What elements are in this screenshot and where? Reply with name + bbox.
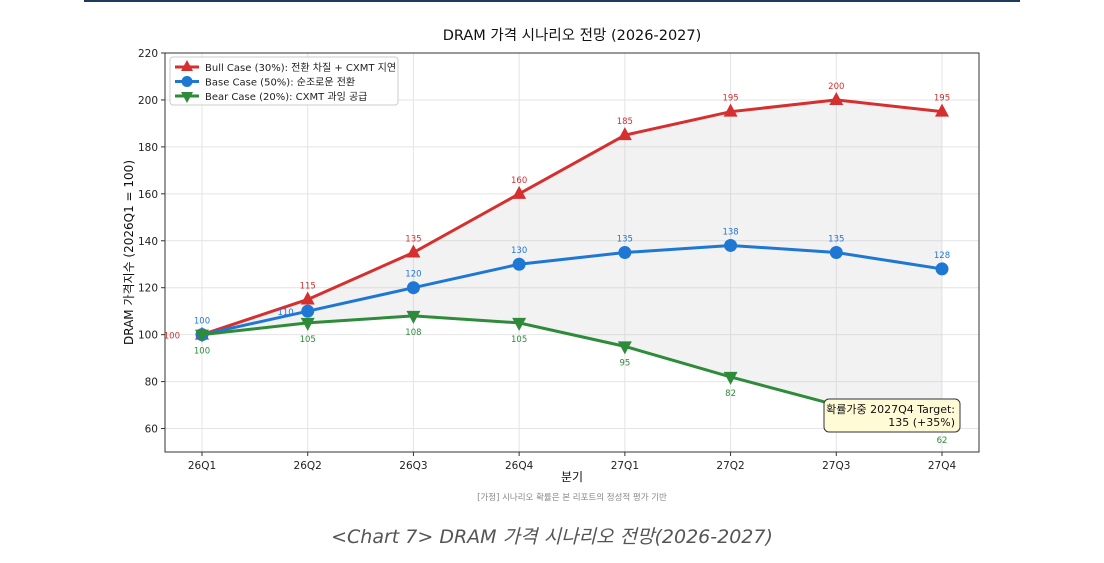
annotation-text: 확률가중 2027Q4 Target: (826, 403, 955, 416)
scenario-range-band (202, 99, 942, 424)
data-point (195, 329, 209, 343)
data-point (300, 291, 315, 305)
x-tick-label: 27Q1 (611, 460, 639, 472)
data-point (617, 127, 632, 141)
x-axis-label: 분기 (561, 470, 583, 484)
data-point (935, 103, 949, 117)
legend-box (169, 56, 399, 106)
data-point (617, 341, 632, 355)
legend-marker (181, 60, 193, 71)
data-label: 82 (725, 389, 736, 399)
x-tick-label: 26Q4 (505, 460, 534, 472)
legend-label: Bear Case (20%): CXMT 과잉 공급 (205, 91, 367, 103)
data-point (512, 257, 526, 271)
legend-marker (181, 76, 193, 87)
data-point (512, 317, 527, 331)
y-axis-label: DRAM 가격지수 (2026Q1 = 100) (122, 160, 136, 345)
data-point (300, 317, 315, 331)
data-point (406, 281, 420, 295)
data-label: 195 (934, 94, 950, 104)
x-tick-label: 26Q1 (188, 460, 216, 472)
data-label: 195 (722, 94, 738, 104)
data-point (723, 103, 738, 117)
y-tick-label: 160 (138, 189, 158, 201)
data-point (512, 185, 527, 199)
data-point (829, 91, 844, 105)
annotation-text: 135 (+35%) (888, 416, 955, 429)
data-label: 128 (934, 251, 950, 261)
data-label: 160 (511, 176, 527, 186)
legend-label: Base Case (50%): 순조로운 전환 (205, 77, 355, 89)
plot-frame (164, 52, 980, 453)
data-point (618, 246, 632, 259)
series-line (201, 314, 943, 426)
data-point (301, 304, 315, 318)
data-label: 135 (828, 235, 844, 245)
x-tick-label: 26Q2 (294, 460, 322, 472)
data-label: 105 (300, 335, 316, 345)
data-label: 185 (617, 117, 633, 127)
chart-note: [가정] 시나리오 확률은 본 리포트의 정성적 평가 기반 (477, 492, 667, 503)
data-label: 200 (828, 82, 844, 92)
data-label: 115 (300, 281, 316, 291)
data-point (935, 262, 949, 276)
legend-marker (181, 92, 193, 103)
x-tick-label: 27Q2 (716, 460, 744, 472)
x-tick-label: 27Q4 (928, 460, 957, 472)
data-point (829, 246, 843, 259)
series-line (201, 243, 943, 337)
y-tick-label: 60 (145, 424, 158, 436)
data-label: 120 (405, 270, 421, 280)
data-label: 100 (164, 332, 180, 342)
data-label: 135 (405, 235, 421, 245)
y-tick-label: 100 (138, 330, 158, 342)
figure-caption: <Chart 7> DRAM 가격 시나리오 전망(2026-2027) (331, 526, 773, 548)
series-line (201, 98, 943, 337)
y-tick-label: 140 (138, 236, 158, 248)
y-tick-label: 200 (138, 95, 158, 107)
data-point (406, 244, 421, 258)
data-label: 62 (937, 436, 948, 446)
top-divider (84, 0, 1020, 2)
data-point (723, 371, 738, 385)
legend-label: Bull Case (30%): 전환 차질 + CXMT 지연 (205, 62, 396, 74)
data-point (406, 310, 421, 324)
data-label: 138 (722, 227, 738, 237)
data-label: 100 (194, 317, 210, 327)
data-label: 105 (511, 335, 527, 345)
data-label: 100 (194, 347, 210, 357)
chart-title: DRAM 가격 시나리오 전망 (2026-2027) (443, 27, 702, 44)
data-label: 108 (405, 328, 421, 338)
data-label: 130 (511, 246, 527, 256)
x-tick-label: 26Q3 (399, 460, 427, 472)
data-point (724, 238, 738, 252)
data-label: 95 (619, 358, 630, 368)
data-label: 135 (617, 235, 633, 245)
y-tick-label: 180 (138, 142, 158, 154)
y-tick-label: 120 (138, 283, 158, 295)
annotation-box (823, 398, 961, 433)
data-label: 110 (277, 308, 293, 318)
y-tick-label: 220 (138, 48, 158, 60)
x-tick-label: 27Q3 (822, 460, 850, 472)
y-tick-label: 80 (145, 377, 158, 389)
